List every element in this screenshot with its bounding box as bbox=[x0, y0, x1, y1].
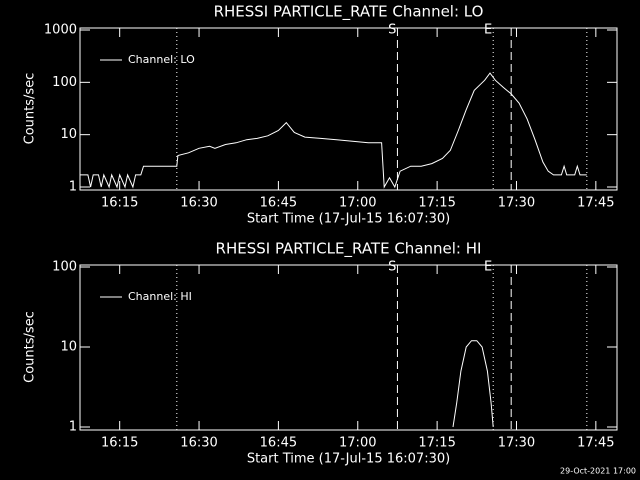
footer: 29-Oct-2021 17:00 bbox=[560, 467, 636, 476]
data-line bbox=[80, 72, 587, 189]
x-tick-label: 17:00 bbox=[339, 436, 376, 451]
x-tick-label: 16:30 bbox=[180, 436, 217, 451]
x-tick-label: 16:45 bbox=[260, 196, 297, 211]
y-tick-label: 10 bbox=[60, 127, 77, 142]
y-axis-label: Counts/sec bbox=[23, 311, 38, 383]
legend-label: Channel: LO bbox=[128, 53, 195, 66]
x-tick-label: 17:15 bbox=[418, 196, 455, 211]
x-tick-label: 17:45 bbox=[577, 436, 614, 451]
marker-label: S bbox=[388, 260, 396, 275]
y-tick-label: 100 bbox=[52, 75, 77, 90]
x-tick-label: 17:00 bbox=[339, 196, 376, 211]
x-tick-label: 17:30 bbox=[498, 196, 535, 211]
data-line bbox=[452, 340, 494, 428]
x-tick-label: 16:15 bbox=[101, 196, 138, 211]
marker-label: E bbox=[484, 260, 492, 275]
x-tick-label: 16:45 bbox=[260, 436, 297, 451]
x-tick-label: 17:45 bbox=[577, 196, 614, 211]
y-tick-label: 1 bbox=[69, 420, 77, 435]
x-tick-label: 16:30 bbox=[180, 196, 217, 211]
marker-label: E bbox=[484, 23, 492, 38]
x-axis-label: Start Time (17-Jul-15 16:07:30) bbox=[247, 452, 450, 467]
y-tick-label: 100 bbox=[52, 260, 77, 275]
x-axis-label: Start Time (17-Jul-15 16:07:30) bbox=[247, 212, 450, 227]
marker-label: S bbox=[388, 23, 396, 38]
x-tick-label: 17:30 bbox=[498, 436, 535, 451]
x-tick-label: 17:15 bbox=[418, 436, 455, 451]
chart-title: RHESSI PARTICLE_RATE Channel: HI bbox=[216, 240, 482, 259]
chart-title: RHESSI PARTICLE_RATE Channel: LO bbox=[214, 3, 484, 22]
y-axis-label: Counts/sec bbox=[23, 73, 38, 145]
legend-label: Channel: HI bbox=[128, 290, 192, 303]
y-tick-label: 1000 bbox=[44, 23, 77, 38]
y-tick-label: 1 bbox=[69, 180, 77, 195]
y-tick-label: 10 bbox=[60, 340, 77, 355]
plot-frame bbox=[79, 27, 618, 191]
x-tick-label: 16:15 bbox=[101, 436, 138, 451]
